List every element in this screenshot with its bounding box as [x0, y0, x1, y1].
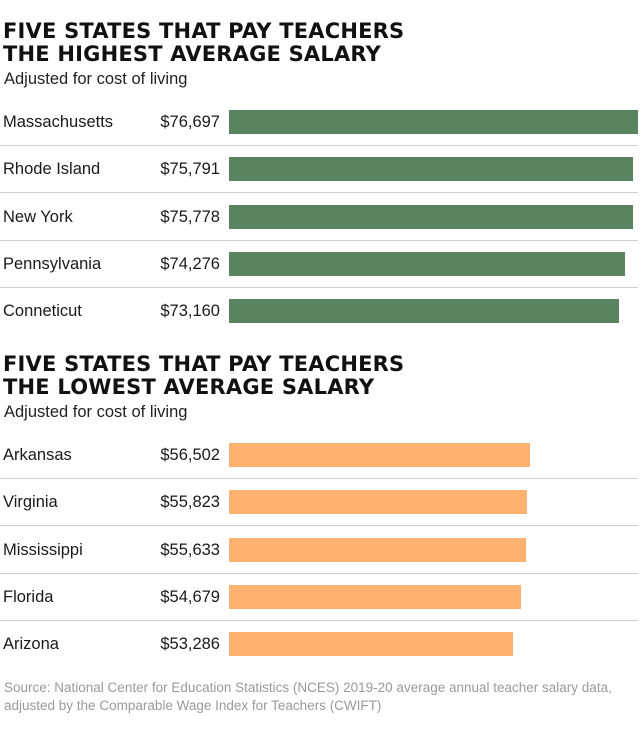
chart-row: Florida $54,679	[0, 574, 642, 621]
row-divider	[0, 192, 638, 194]
row-divider	[0, 525, 638, 527]
chart-row: Conneticut $73,160	[0, 288, 642, 335]
row-divider	[0, 286, 638, 288]
salary-value-label: $76,697	[160, 113, 220, 131]
chart-row: Rhode Island $75,791	[0, 146, 642, 194]
salary-value-label: $74,276	[160, 254, 220, 273]
salary-bar	[229, 110, 638, 134]
row-divider	[0, 572, 638, 574]
salary-value-label: $55,823	[160, 493, 220, 512]
bottom-chart-title: FIVE STATES THAT PAY TEACHERS THE LOWEST…	[3, 352, 405, 399]
top-chart-title: FIVE STATES THAT PAY TEACHERS THE HIGHES…	[3, 19, 405, 66]
state-label: Virginia	[3, 493, 58, 512]
bottom-chart-section: FIVE STATES THAT PAY TEACHERS THE LOWEST…	[0, 353, 642, 422]
state-label: Rhode Island	[3, 160, 101, 179]
top-chart-section: FIVE STATES THAT PAY TEACHERS THE HIGHES…	[0, 20, 642, 89]
salary-value-label: $75,791	[160, 160, 220, 179]
source-note: Source: National Center for Education St…	[4, 680, 612, 713]
salary-value-label: $53,286	[160, 635, 220, 654]
state-label: Arkansas	[3, 446, 72, 464]
chart-row: Massachusetts $76,697	[0, 99, 642, 146]
state-label: Pennsylvania	[3, 254, 102, 273]
state-label: Massachusetts	[3, 113, 114, 131]
chart-row: Virginia $55,823	[0, 479, 642, 527]
salary-value-label: $73,160	[160, 302, 220, 321]
chart-row: New York $75,778	[0, 194, 642, 241]
bottom-chart-subtitle: Adjusted for cost of living	[4, 403, 188, 421]
salary-bar	[229, 204, 633, 229]
salary-bar	[229, 537, 526, 562]
salary-value-label: $75,778	[160, 207, 220, 226]
salary-bar	[229, 443, 530, 467]
salary-value-label: $56,502	[160, 446, 220, 464]
chart-row: Pennsylvania $74,276	[0, 241, 642, 288]
chart-row: Arizona $53,286	[0, 621, 642, 668]
salary-bar	[229, 299, 619, 324]
state-label: Florida	[3, 587, 54, 606]
salary-bar	[229, 157, 633, 182]
row-divider	[0, 619, 638, 621]
salary-bar	[229, 584, 521, 609]
salary-bar	[229, 490, 527, 515]
salary-value-label: $55,633	[160, 540, 220, 559]
salary-value-label: $54,679	[160, 587, 220, 606]
state-label: Arizona	[3, 635, 59, 654]
state-label: Conneticut	[3, 302, 82, 321]
top-chart-subtitle: Adjusted for cost of living	[4, 70, 188, 88]
salary-bar	[229, 251, 625, 276]
chart-row: Mississippi $55,633	[0, 527, 642, 574]
row-divider	[0, 478, 638, 479]
state-label: Mississippi	[3, 540, 83, 559]
row-divider	[0, 239, 638, 241]
row-divider	[0, 145, 638, 146]
state-label: New York	[3, 207, 73, 226]
chart-row: Arkansas $56,502	[0, 432, 642, 479]
salary-bar	[229, 632, 513, 657]
